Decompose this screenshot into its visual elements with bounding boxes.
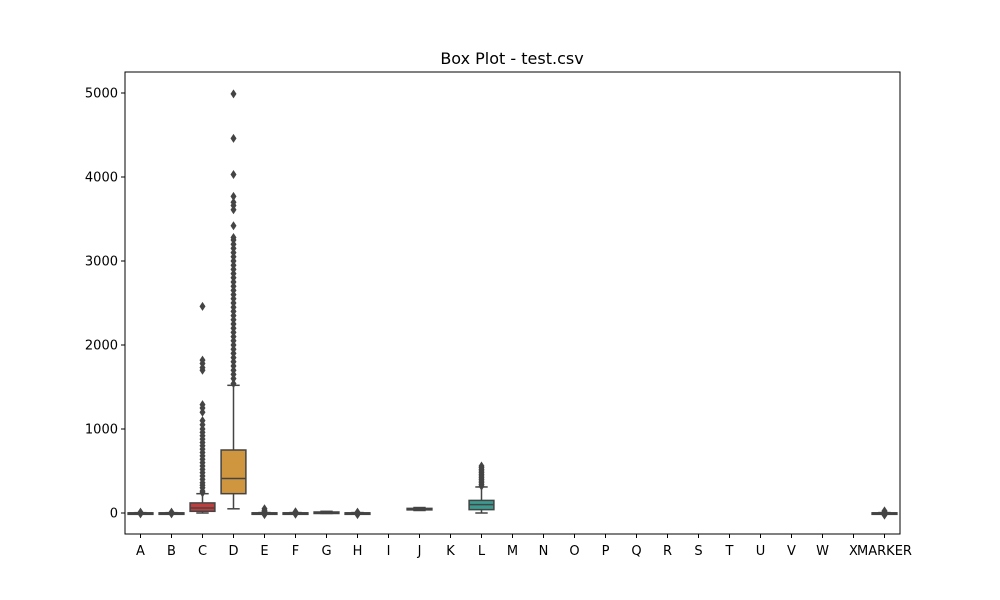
y-tick-label: 3000 [85,255,118,270]
outlier-point [230,191,237,201]
x-tick-label: V [787,544,796,559]
y-tick-label: 0 [110,507,118,522]
x-tick-label: T [725,544,734,559]
box-body [220,449,247,495]
y-tick-label: 2000 [85,339,118,354]
x-tick-label: X [849,544,858,559]
outlier-point [168,507,175,517]
box-g [313,510,340,515]
x-tick-label: A [136,544,145,559]
box-body [189,502,216,513]
outlier-point [261,504,268,514]
x-tick-label: U [756,544,766,559]
axes: 0 1000 2000 3000 4000 5000 A B C D E F G H I J K L M N O P Q R S… [85,87,912,560]
outlier-point [199,400,206,410]
plot-area [127,89,898,520]
x-tick-label: R [663,544,672,559]
outlier-point [230,232,237,242]
x-tick-label: MARKER [857,544,912,559]
x-tick-label: F [292,544,299,559]
x-tick-label: K [446,544,455,559]
x-tick-label: E [260,544,268,559]
x-tick-label: W [816,544,829,559]
box-l [468,461,495,514]
y-tick-label: 5000 [85,87,118,102]
outlier-point [199,301,206,311]
x-tick-label: J [417,544,422,559]
outlier-point [230,379,237,389]
outlier-point [292,507,299,517]
x-tick-label: S [694,544,702,559]
box-e [251,504,278,520]
x-tick-label: C [198,544,207,559]
outlier-point [230,133,237,143]
x-tick-label: L [478,544,486,559]
y-tick-label: 4000 [85,171,118,186]
x-tick-label: P [602,544,610,559]
x-tick-label: G [321,544,331,559]
box-j [406,506,433,512]
x-tick-label: I [387,544,391,559]
box-c [189,301,216,514]
box-marker [871,506,898,520]
x-tick-label: B [167,544,176,559]
outlier-point [199,355,206,365]
box-d [220,89,247,510]
chart-title: Box Plot - test.csv [440,49,583,68]
outlier-point [230,169,237,179]
x-tick-label: N [539,544,549,559]
box-b [158,507,185,519]
x-tick-label: H [353,544,363,559]
box-f [282,507,309,519]
outlier-point [230,89,237,99]
outlier-point [478,461,485,471]
x-tick-label: O [569,544,579,559]
outlier-point [137,507,144,517]
x-tick-label: M [507,544,518,559]
box-h [344,507,371,520]
box-a [127,507,154,519]
y-tick-label: 1000 [85,423,118,438]
x-tick-label: D [228,544,238,559]
outlier-point [230,221,237,231]
outlier-point [881,506,888,516]
x-tick-label: Q [631,544,641,559]
outlier-point [199,416,206,426]
outlier-point [230,197,237,207]
outlier-point [354,507,361,517]
